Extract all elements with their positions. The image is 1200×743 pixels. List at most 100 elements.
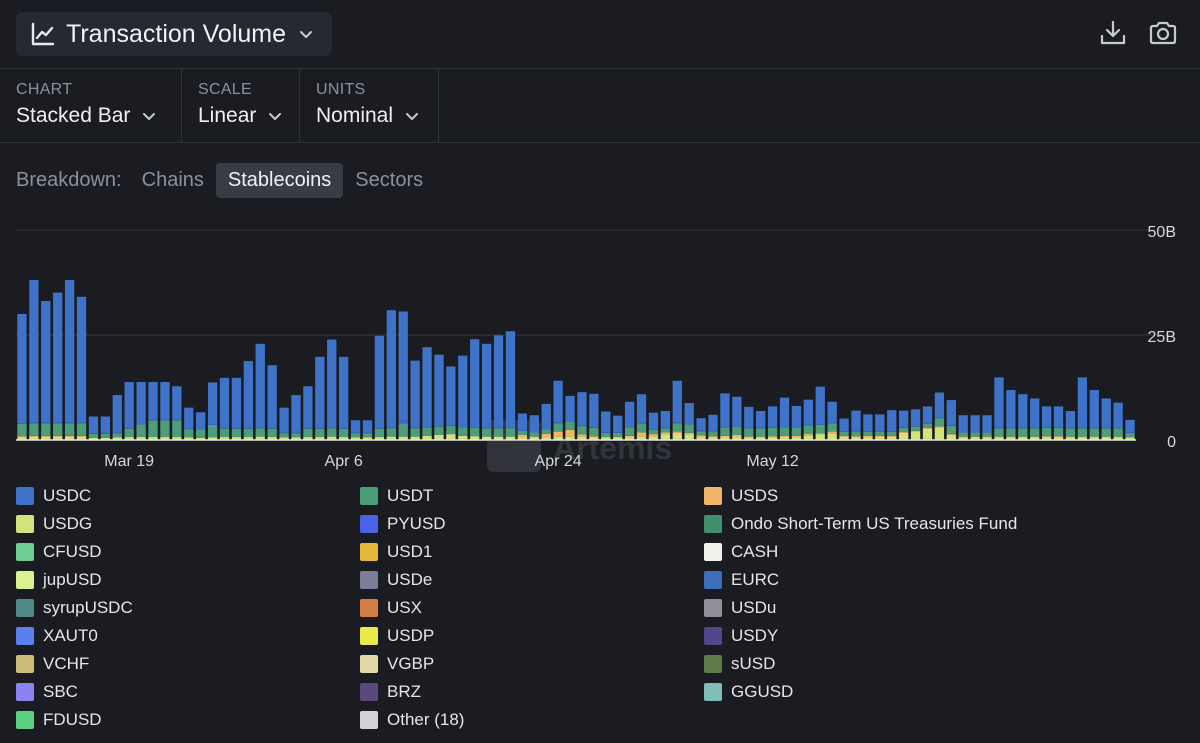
bar-stack[interactable]: [601, 411, 611, 440]
bar-stack[interactable]: [815, 386, 825, 440]
bar-stack[interactable]: [1077, 377, 1088, 440]
bar-stack[interactable]: [1113, 402, 1123, 440]
bar-stack[interactable]: [470, 339, 480, 440]
bar-stack[interactable]: [827, 401, 837, 440]
bar-stack[interactable]: [207, 382, 218, 440]
bar-stack[interactable]: [1053, 406, 1064, 440]
bar-stack[interactable]: [1041, 406, 1052, 440]
bar-stack[interactable]: [327, 339, 337, 440]
legend-item[interactable]: SBC: [16, 682, 78, 702]
bar-stack[interactable]: [791, 405, 802, 440]
tab-stablecoins[interactable]: Stablecoins: [215, 162, 344, 198]
bar-stack[interactable]: [1089, 390, 1099, 440]
legend-item[interactable]: Other (18): [360, 710, 464, 730]
bar-stack[interactable]: [148, 382, 158, 440]
bar-stack[interactable]: [41, 300, 51, 440]
legend-item[interactable]: USDu: [704, 598, 776, 618]
bar-stack[interactable]: [76, 296, 87, 440]
legend-item[interactable]: USDe: [360, 570, 432, 590]
bar-stack[interactable]: [803, 399, 813, 440]
tab-chains[interactable]: Chains: [141, 168, 204, 191]
bar-stack[interactable]: [708, 414, 718, 440]
bar-stack[interactable]: [1101, 398, 1111, 440]
legend-item[interactable]: USDS: [704, 486, 778, 506]
bar-stack[interactable]: [660, 411, 670, 440]
bar-stack[interactable]: [1006, 390, 1016, 440]
bar-stack[interactable]: [422, 347, 432, 440]
bar-stack[interactable]: [982, 415, 992, 440]
legend-item[interactable]: USDP: [360, 626, 434, 646]
bar-stack[interactable]: [339, 356, 349, 440]
bar-stack[interactable]: [64, 279, 75, 440]
legend-item[interactable]: GGUSD: [704, 682, 793, 702]
legend-item[interactable]: USDG: [16, 514, 92, 534]
bar-stack[interactable]: [1125, 419, 1135, 440]
tab-sectors[interactable]: Sectors: [355, 168, 424, 191]
bar-stack[interactable]: [398, 311, 408, 440]
units-select[interactable]: UNITS Nominal: [300, 69, 439, 143]
bar-stack[interactable]: [565, 395, 575, 440]
legend-item[interactable]: CASH: [704, 542, 778, 562]
bar-stack[interactable]: [958, 415, 968, 440]
bar-stack[interactable]: [839, 418, 849, 440]
bar-stack[interactable]: [88, 416, 99, 440]
bar-stack[interactable]: [899, 410, 909, 440]
legend-item[interactable]: USDY: [704, 626, 778, 646]
bar-stack[interactable]: [17, 314, 27, 440]
bar-stack[interactable]: [851, 410, 861, 440]
bar-stack[interactable]: [434, 354, 444, 440]
bar-stack[interactable]: [374, 335, 385, 440]
bar-stack[interactable]: [624, 401, 635, 440]
bar-stack[interactable]: [446, 366, 456, 441]
bar-stack[interactable]: [136, 382, 146, 440]
bar-stack[interactable]: [350, 420, 361, 440]
bar-stack[interactable]: [946, 400, 956, 440]
scale-select[interactable]: SCALE Linear: [182, 69, 300, 143]
bar-stack[interactable]: [517, 413, 528, 440]
download-icon[interactable]: [1098, 18, 1128, 48]
bar-stack[interactable]: [613, 415, 623, 440]
bar-stack[interactable]: [1018, 394, 1028, 440]
bar-stack[interactable]: [875, 414, 885, 440]
bar-stack[interactable]: [589, 393, 599, 440]
bar-stack[interactable]: [922, 406, 933, 440]
bar-stack[interactable]: [863, 414, 873, 440]
bar-stack[interactable]: [410, 360, 420, 440]
legend-item[interactable]: USDC: [16, 486, 91, 506]
chart-title-dropdown[interactable]: Transaction Volume: [16, 12, 332, 56]
bar-stack[interactable]: [541, 403, 551, 440]
bar-stack[interactable]: [767, 406, 778, 440]
bar-stack[interactable]: [720, 393, 730, 440]
bar-stack[interactable]: [160, 382, 170, 440]
bar-stack[interactable]: [934, 392, 945, 440]
bar-stack[interactable]: [172, 386, 182, 440]
bar-stack[interactable]: [994, 377, 1004, 440]
bar-stack[interactable]: [291, 395, 301, 440]
chart-type-select[interactable]: CHART Stacked Bar: [0, 69, 182, 143]
legend-item[interactable]: USDT: [360, 486, 433, 506]
bar-stack[interactable]: [684, 403, 694, 440]
bar-stack[interactable]: [100, 416, 110, 440]
bar-stack[interactable]: [112, 395, 122, 440]
legend-item[interactable]: BRZ: [360, 682, 421, 702]
legend-item[interactable]: CFUSD: [16, 542, 102, 562]
bar-stack[interactable]: [672, 380, 682, 440]
legend-item[interactable]: jupUSD: [16, 570, 102, 590]
bar-stack[interactable]: [696, 418, 706, 440]
bar-stack[interactable]: [756, 411, 766, 440]
bar-stack[interactable]: [779, 397, 790, 440]
legend-item[interactable]: sUSD: [704, 654, 775, 674]
bar-stack[interactable]: [529, 415, 539, 440]
bar-stack[interactable]: [196, 412, 206, 440]
bar-stack[interactable]: [553, 380, 563, 440]
bar-stack[interactable]: [124, 382, 134, 440]
bar-stack[interactable]: [231, 377, 242, 440]
bar-stack[interactable]: [1030, 398, 1040, 440]
bar-stack[interactable]: [458, 355, 468, 440]
bar-stack[interactable]: [493, 335, 504, 440]
bar-stack[interactable]: [910, 409, 921, 440]
legend-item[interactable]: USD1: [360, 542, 432, 562]
legend-item[interactable]: VCHF: [16, 654, 89, 674]
bar-stack[interactable]: [887, 410, 897, 440]
bar-stack[interactable]: [29, 279, 39, 440]
